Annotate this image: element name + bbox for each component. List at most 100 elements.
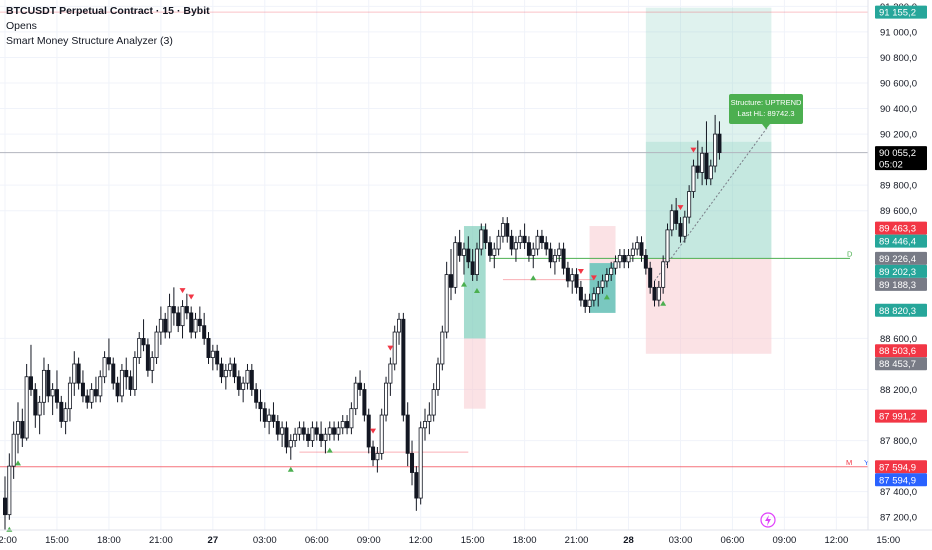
- candle-body: [284, 427, 289, 448]
- time-tick-label: 03:00: [253, 535, 277, 546]
- price-tag-label: 87 594,9: [879, 462, 916, 473]
- countdown-label: 05:02: [879, 160, 903, 171]
- price-tag-label: 89 226,4: [879, 254, 916, 265]
- candle-body: [54, 389, 59, 403]
- bullish-marker: [603, 294, 610, 300]
- candle-body: [340, 421, 345, 429]
- bearish-marker: [577, 268, 584, 274]
- candle-body: [565, 267, 570, 282]
- price-tick-label: 88 600,0: [880, 334, 917, 345]
- candle-body: [609, 267, 614, 275]
- indicator-structure-analyzer[interactable]: Smart Money Structure Analyzer (3): [6, 35, 173, 47]
- candle-body: [228, 363, 233, 371]
- price-tick-label: 89 800,0: [880, 181, 917, 192]
- time-tick-label: 21:00: [149, 535, 173, 546]
- candle-body: [626, 255, 631, 263]
- time-tick-label: 03:00: [669, 535, 693, 546]
- candle-body: [661, 261, 666, 288]
- candle-body: [24, 376, 29, 439]
- price-tick-label: 87 400,0: [880, 487, 917, 498]
- indicator-opens[interactable]: Opens: [6, 20, 37, 32]
- price-tick-label: 89 600,0: [880, 206, 917, 217]
- price-tag-label: 88 820,3: [879, 306, 916, 317]
- price-tag: [875, 251, 927, 265]
- price-tag: [875, 146, 927, 171]
- candle-body: [353, 382, 358, 410]
- candle-body: [591, 293, 596, 301]
- candle-body: [167, 306, 172, 333]
- price-tag-label: 91 155,2: [879, 8, 916, 19]
- candle-body: [111, 363, 116, 384]
- candle-body: [3, 497, 8, 516]
- candle-body: [145, 344, 150, 371]
- candle-body: [7, 465, 12, 516]
- candle-body: [63, 408, 68, 422]
- candle-body: [275, 421, 280, 435]
- candle-body: [713, 133, 718, 167]
- candle-body: [197, 318, 202, 327]
- price-tag-label: 89 202,3: [879, 267, 916, 278]
- candle-body: [539, 235, 544, 244]
- candle-body: [518, 235, 523, 244]
- candle-body: [319, 433, 324, 442]
- candle-body: [184, 306, 189, 314]
- price-tick-label: 87 200,0: [880, 513, 917, 524]
- candle-body: [93, 389, 98, 397]
- candle-body: [349, 408, 354, 429]
- candle-body: [310, 427, 315, 442]
- candle-body: [50, 389, 55, 397]
- bullish-marker: [14, 460, 21, 466]
- candle-body: [431, 389, 436, 416]
- candle-body: [444, 274, 449, 333]
- candle-body: [345, 421, 350, 429]
- candle-body: [691, 165, 696, 192]
- candle-body: [388, 363, 393, 384]
- candle-body: [366, 414, 371, 448]
- price-tag-label: 89 188,3: [879, 280, 916, 291]
- symbol-title[interactable]: BTCUSDT Perpetual Contract · 15 · Bybit: [6, 5, 210, 17]
- candle-body: [288, 440, 293, 448]
- candle-body: [397, 318, 402, 333]
- candle-body: [215, 350, 220, 365]
- price-tick-label: 90 400,0: [880, 104, 917, 115]
- candle-body: [267, 414, 272, 422]
- candle-body: [526, 242, 531, 256]
- candle-body: [470, 261, 475, 275]
- zone-bullish-mid: [645, 141, 772, 258]
- price-tag: [875, 344, 927, 358]
- candle-body: [59, 401, 64, 422]
- candle-body: [392, 331, 397, 365]
- candle-body: [427, 414, 432, 422]
- candle-body: [171, 306, 176, 314]
- candle-body: [423, 421, 428, 429]
- time-tick-label: 09:00: [357, 535, 381, 546]
- candle-body: [583, 299, 588, 307]
- time-tick-label: 15:00: [461, 535, 485, 546]
- candle-body: [236, 376, 241, 390]
- lightning-icon: [760, 512, 776, 528]
- structure-label-pointer: [762, 124, 770, 129]
- yearly-open-label: Y: [864, 458, 869, 467]
- candle-body: [622, 255, 627, 263]
- time-tick-label: 18:00: [97, 535, 121, 546]
- candle-body: [461, 248, 466, 256]
- bullish-marker: [460, 281, 467, 287]
- price-tag: [875, 357, 927, 371]
- candle-body: [648, 267, 653, 288]
- candle-body: [128, 376, 133, 390]
- price-tag-label: 89 463,3: [879, 224, 916, 235]
- candle-body: [33, 389, 38, 416]
- candle-body: [487, 242, 492, 256]
- price-tag-label: 88 503,6: [879, 346, 916, 357]
- candle-body: [336, 427, 341, 435]
- candle-body: [28, 376, 33, 390]
- candle-body: [561, 248, 566, 269]
- price-tick-label: 88 200,0: [880, 385, 917, 396]
- candle-body: [202, 325, 207, 339]
- price-tick-label: 91 000,0: [880, 27, 917, 38]
- time-tick-label: 21:00: [565, 535, 589, 546]
- price-tag-label: 88 453,7: [879, 359, 916, 370]
- time-tick-label: 06:00: [721, 535, 745, 546]
- lightning-icon-bolt: [765, 515, 771, 526]
